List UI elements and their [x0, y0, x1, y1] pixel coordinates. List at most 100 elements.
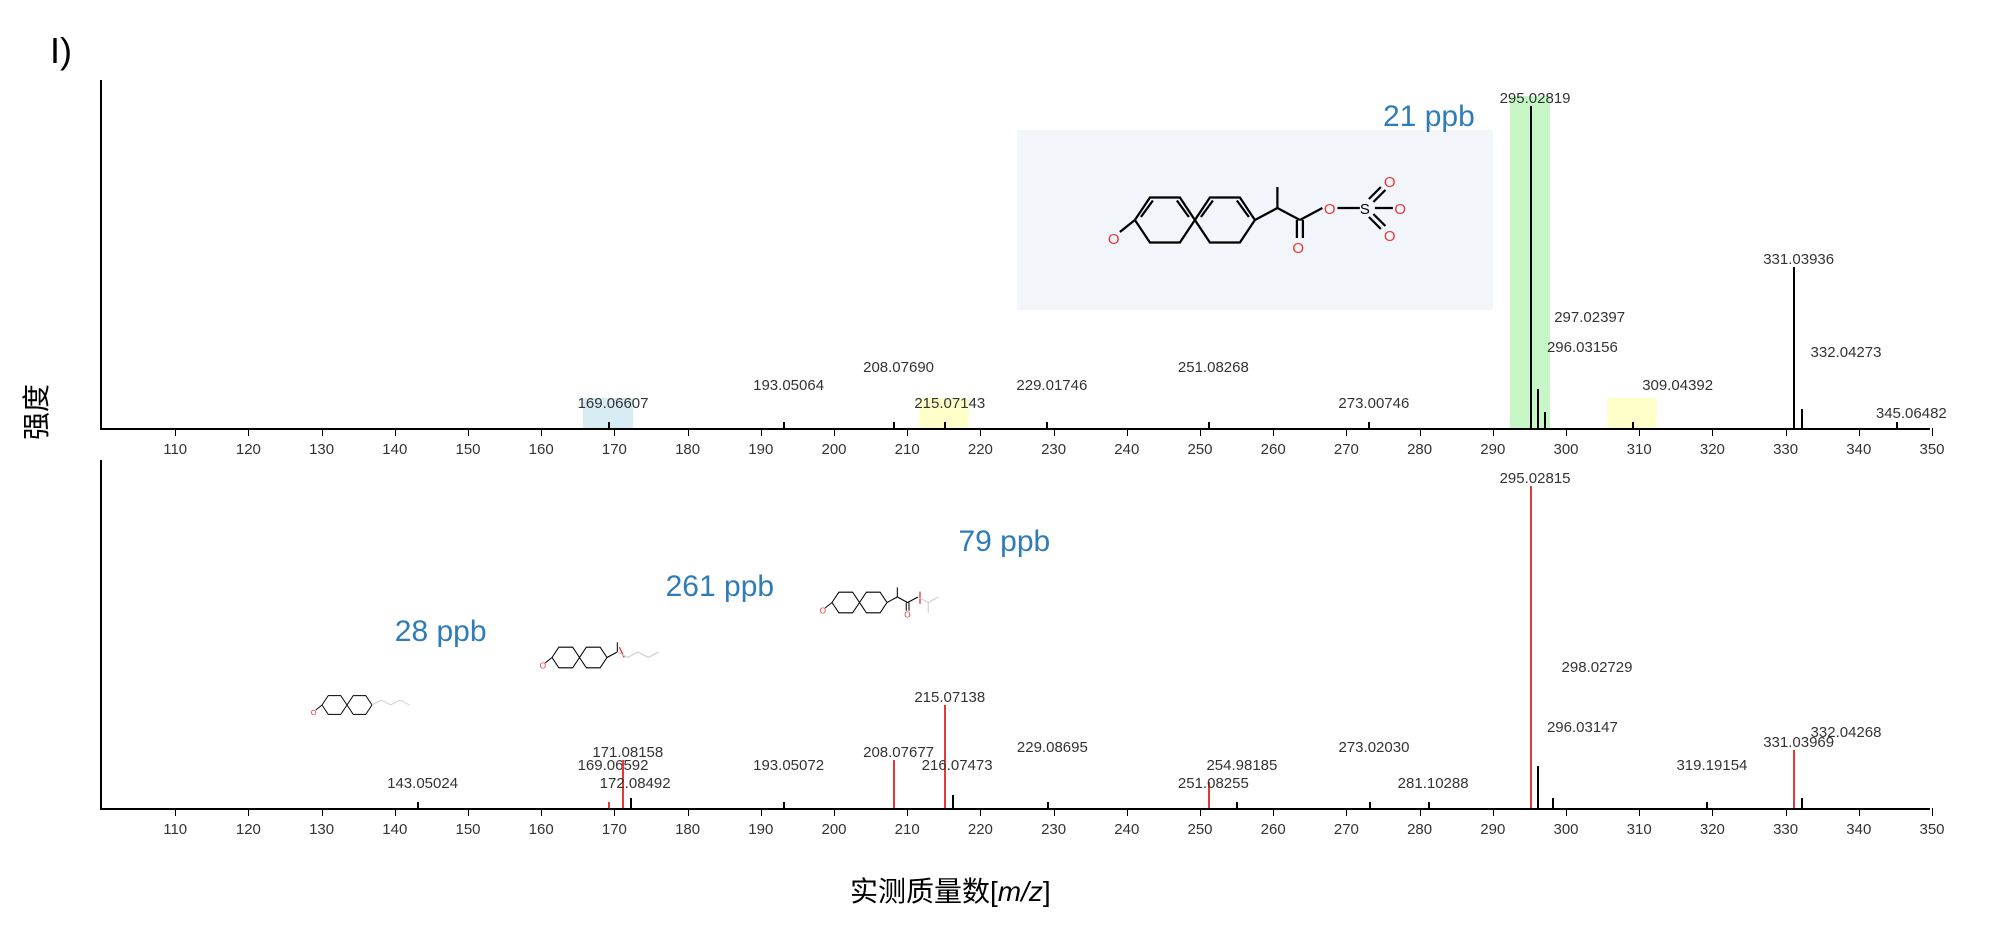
peak: [1046, 422, 1048, 428]
x-tick-label: 230: [1041, 821, 1066, 838]
svg-text:O: O: [1324, 201, 1336, 218]
peak: [952, 795, 954, 808]
x-tick: [468, 808, 469, 816]
x-tick: [541, 808, 542, 816]
x-tick: [1712, 428, 1713, 436]
peak-label: 208.07690: [863, 359, 934, 376]
x-tick: [248, 808, 249, 816]
x-tick: [1859, 808, 1860, 816]
peak-label: 281.10288: [1398, 775, 1469, 792]
x-tick-label: 190: [748, 441, 773, 458]
x-tick-label: 330: [1773, 441, 1798, 458]
peak-label: 295.02819: [1500, 90, 1571, 107]
x-tick: [541, 428, 542, 436]
peak: [783, 802, 785, 808]
x-tick: [834, 428, 835, 436]
peak: [1801, 798, 1803, 808]
peak: [1632, 422, 1634, 428]
peak-label: 296.03156: [1547, 339, 1618, 356]
peak-label: 319.19154: [1676, 757, 1747, 774]
peak: [1537, 389, 1539, 428]
x-tick: [1712, 808, 1713, 816]
x-tick-label: 170: [602, 821, 627, 838]
x-tick: [1639, 808, 1640, 816]
x-tick-label: 350: [1919, 441, 1944, 458]
x-tick-label: 170: [602, 441, 627, 458]
ppb-label-fragment: 28 ppb: [395, 615, 487, 649]
svg-text:S: S: [1360, 201, 1370, 218]
peak-label: 254.98185: [1206, 757, 1277, 774]
ppb-label-fragment: 261 ppb: [666, 570, 774, 604]
x-tick: [395, 428, 396, 436]
peak: [1552, 798, 1554, 808]
peak: [1896, 422, 1898, 428]
x-tick-label: 140: [382, 441, 407, 458]
x-tick-label: 340: [1846, 821, 1871, 838]
peak-label: 309.04392: [1642, 377, 1713, 394]
x-tick-label: 280: [1407, 441, 1432, 458]
x-tick: [761, 428, 762, 436]
x-tick-label: 110: [163, 441, 187, 458]
x-tick-label: 280: [1407, 821, 1432, 838]
x-tick-label: 320: [1700, 821, 1725, 838]
x-axis-suffix: ]: [1043, 876, 1051, 907]
x-tick: [1493, 808, 1494, 816]
x-tick-label: 220: [968, 821, 993, 838]
peak: [1530, 106, 1532, 428]
peak-label: 193.05064: [753, 377, 824, 394]
x-tick: [248, 428, 249, 436]
x-tick: [1566, 428, 1567, 436]
x-tick-label: 340: [1846, 441, 1871, 458]
peak: [1537, 766, 1539, 808]
peak: [1793, 750, 1795, 808]
peak: [608, 422, 610, 428]
peak-label: 193.05072: [753, 757, 824, 774]
x-tick-label: 250: [1187, 821, 1212, 838]
peak-label: 273.00746: [1338, 395, 1409, 412]
svg-text:O: O: [540, 662, 547, 671]
x-tick-label: 260: [1261, 821, 1286, 838]
x-axis-prefix: 实测质量数[: [850, 876, 998, 907]
svg-text:O: O: [1292, 240, 1304, 257]
peak-label: 295.02815: [1500, 470, 1571, 487]
peak: [1530, 486, 1532, 808]
x-tick: [1420, 808, 1421, 816]
svg-text:O: O: [1394, 201, 1406, 218]
x-tick-label: 270: [1334, 441, 1359, 458]
spectrum-bottom: O O: [100, 460, 1930, 810]
x-tick-label: 200: [821, 821, 846, 838]
x-tick-label: 150: [455, 441, 480, 458]
svg-text:O: O: [904, 611, 911, 620]
x-tick: [1493, 428, 1494, 436]
peak: [893, 422, 895, 428]
x-tick: [980, 808, 981, 816]
x-tick-label: 330: [1773, 821, 1798, 838]
peak: [893, 760, 895, 808]
peak-label: 296.03147: [1547, 719, 1618, 736]
x-tick: [1054, 808, 1055, 816]
peak: [1208, 422, 1210, 428]
peak-label: 171.08158: [592, 744, 663, 761]
x-tick: [175, 428, 176, 436]
x-tick-label: 310: [1627, 821, 1652, 838]
x-tick-label: 260: [1261, 441, 1286, 458]
peak: [1368, 422, 1370, 428]
peak-label: 332.04273: [1811, 344, 1882, 361]
x-tick: [1346, 428, 1347, 436]
peak: [1047, 802, 1049, 808]
x-tick-label: 180: [675, 441, 700, 458]
x-tick: [761, 808, 762, 816]
x-tick: [907, 808, 908, 816]
x-tick: [614, 808, 615, 816]
x-tick: [1200, 808, 1201, 816]
peak: [1544, 412, 1546, 428]
peak-label: 345.06482: [1876, 405, 1947, 422]
x-tick: [1054, 428, 1055, 436]
x-tick: [834, 808, 835, 816]
x-tick: [1932, 808, 1933, 816]
peak: [1793, 267, 1795, 428]
peak: [944, 422, 946, 428]
x-tick-label: 250: [1187, 441, 1212, 458]
peak: [1428, 802, 1430, 808]
peak: [1706, 802, 1708, 808]
